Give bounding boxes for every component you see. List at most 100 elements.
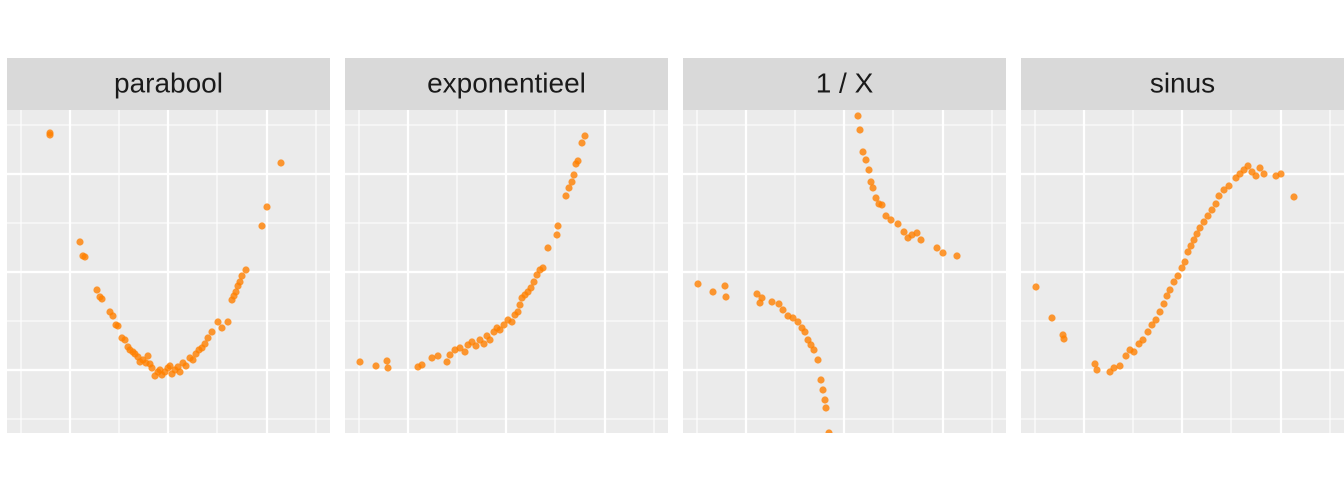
point	[232, 288, 240, 296]
point	[204, 334, 212, 342]
point	[794, 318, 802, 326]
point	[46, 131, 54, 139]
point	[1139, 336, 1147, 344]
point	[1163, 292, 1171, 300]
point	[867, 178, 875, 186]
point	[865, 166, 873, 174]
point	[176, 368, 184, 376]
point	[1152, 316, 1160, 324]
point	[1130, 348, 1138, 356]
point	[208, 328, 216, 336]
point	[121, 336, 129, 344]
point	[694, 280, 702, 288]
point	[1196, 224, 1204, 232]
point	[530, 278, 538, 286]
point	[1122, 352, 1130, 360]
point	[189, 356, 197, 364]
points	[46, 129, 285, 380]
point	[953, 252, 961, 260]
point	[1212, 200, 1220, 208]
point	[356, 358, 364, 366]
point	[144, 352, 152, 360]
point	[258, 222, 266, 230]
point	[527, 284, 535, 292]
point	[1256, 164, 1264, 172]
point	[428, 354, 436, 362]
point	[1208, 206, 1216, 214]
point	[872, 194, 880, 202]
point	[819, 386, 827, 394]
point	[1144, 328, 1152, 336]
point	[581, 132, 589, 140]
point	[224, 318, 232, 326]
point	[456, 344, 464, 352]
point	[775, 300, 783, 308]
point	[544, 244, 552, 252]
point	[887, 216, 895, 224]
point	[768, 298, 776, 306]
point	[1252, 172, 1260, 180]
point	[1048, 314, 1056, 322]
point	[384, 364, 392, 372]
point	[882, 212, 890, 220]
point	[443, 358, 451, 366]
point	[472, 342, 480, 350]
point	[114, 322, 122, 330]
point	[1193, 230, 1201, 238]
point	[1156, 308, 1164, 316]
point	[418, 361, 426, 369]
point	[263, 203, 271, 211]
point	[98, 295, 106, 303]
point	[238, 272, 246, 280]
point	[1160, 300, 1168, 308]
point	[1181, 258, 1189, 266]
point	[1215, 192, 1223, 200]
point	[939, 249, 947, 257]
point	[383, 357, 391, 365]
point	[461, 348, 469, 356]
points	[694, 112, 961, 433]
point	[1170, 278, 1178, 286]
point	[1174, 272, 1182, 280]
point	[913, 229, 921, 237]
point	[242, 266, 250, 274]
point	[109, 312, 117, 320]
strip	[7, 58, 330, 110]
point	[166, 362, 174, 370]
point	[508, 318, 516, 326]
point	[1110, 364, 1118, 372]
point	[917, 236, 925, 244]
point	[801, 328, 809, 336]
point	[1225, 182, 1233, 190]
point	[554, 222, 562, 230]
point	[496, 326, 504, 334]
strip	[1021, 58, 1344, 110]
point	[372, 362, 380, 370]
point	[1178, 264, 1186, 272]
point	[1060, 335, 1068, 343]
point	[810, 346, 818, 354]
point	[1260, 170, 1268, 178]
points	[356, 132, 589, 372]
point	[500, 321, 508, 329]
point	[81, 253, 89, 261]
strip	[345, 58, 668, 110]
point	[565, 184, 573, 192]
point	[721, 282, 729, 290]
point	[277, 159, 285, 167]
point	[821, 396, 829, 404]
point	[1148, 321, 1156, 329]
point	[236, 278, 244, 286]
point	[570, 171, 578, 179]
point	[553, 231, 561, 239]
panel: exponentieel	[345, 58, 668, 433]
point	[825, 429, 833, 433]
strip-text: 1 / X	[816, 67, 874, 98]
panel: sinus	[1021, 58, 1344, 433]
point	[862, 156, 870, 164]
point	[758, 294, 766, 302]
point	[753, 290, 761, 298]
point	[1220, 186, 1228, 194]
